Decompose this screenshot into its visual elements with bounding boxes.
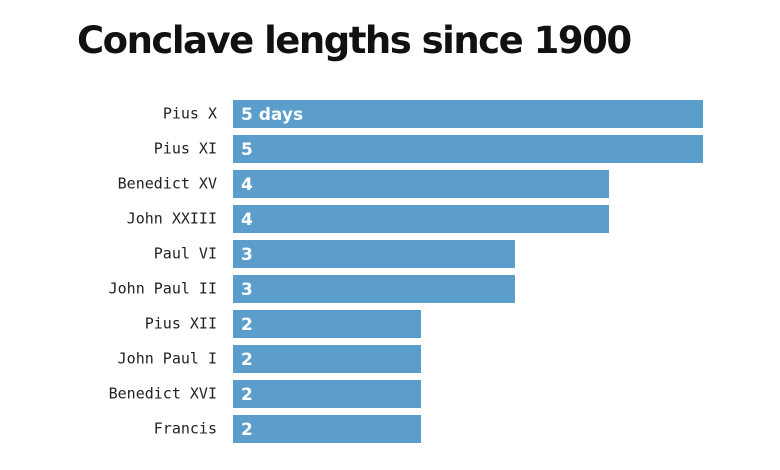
value-label: 4 [241, 175, 253, 195]
bar [233, 275, 515, 303]
category-label: John Paul II [109, 280, 217, 298]
bar [233, 205, 609, 233]
category-label: Francis [154, 420, 217, 438]
bar [233, 380, 421, 408]
value-label: 2 [241, 385, 253, 405]
bar [233, 415, 421, 443]
value-label: 2 [241, 350, 253, 370]
value-label: 5 [241, 140, 253, 160]
value-label: 3 [241, 280, 253, 300]
chart-title: Conclave lengths since 1900 [77, 19, 631, 62]
bar [233, 170, 609, 198]
value-label: 4 [241, 210, 253, 230]
bar [233, 100, 703, 128]
value-label: 3 [241, 245, 253, 265]
value-label: 2 [241, 315, 253, 335]
category-label: Paul VI [154, 245, 217, 263]
category-label: Benedict XVI [109, 385, 217, 403]
category-label: Pius XI [154, 140, 217, 158]
bar [233, 135, 703, 163]
category-label: Pius X [163, 105, 217, 123]
category-label: John Paul I [118, 350, 217, 368]
bar [233, 310, 421, 338]
category-label: Benedict XV [118, 175, 217, 193]
category-label: Pius XII [145, 315, 217, 333]
category-label: John XXIII [127, 210, 217, 228]
value-label: 2 [241, 420, 253, 440]
value-label: 5 days [241, 105, 303, 125]
bar [233, 345, 421, 373]
bar [233, 240, 515, 268]
